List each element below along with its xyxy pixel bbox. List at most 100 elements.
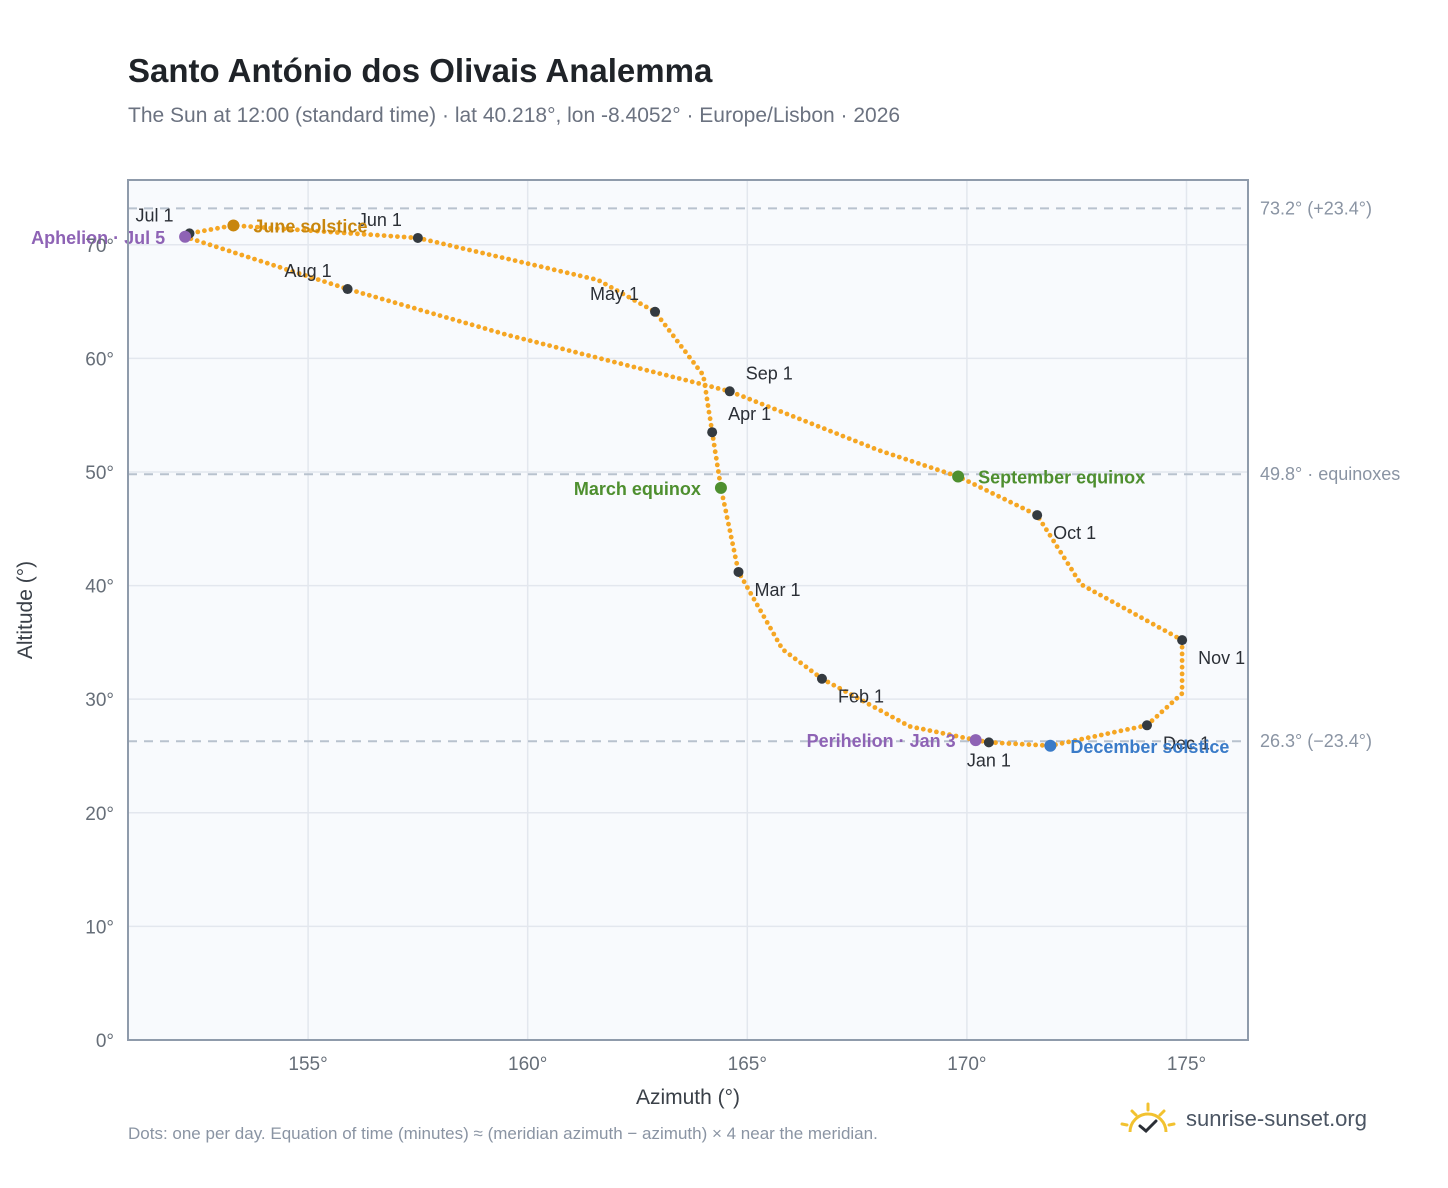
month-marker [816,673,827,684]
daily-sun-dot [1072,572,1078,578]
daily-sun-dot [252,256,257,262]
daily-sun-dot [213,244,219,250]
daily-sun-dot [476,324,481,330]
daily-sun-dot [605,358,611,363]
daily-sun-dot [701,376,707,382]
daily-sun-dot [248,224,254,230]
daily-sun-dot [745,585,750,590]
event-marker [969,734,982,747]
daily-sun-dot [771,631,777,637]
daily-sun-dot [1066,739,1071,745]
month-marker [412,232,423,243]
daily-sun-dot [935,467,940,473]
daily-sun-dot [564,270,570,276]
daily-sun-dot [467,247,472,253]
month-marker [983,737,994,748]
y-tick-label: 30° [85,690,114,711]
daily-sun-dot [603,281,608,287]
daily-sun-dot [348,231,354,236]
daily-sun-dot [1133,612,1138,617]
daily-sun-dot [1162,628,1168,633]
daily-sun-dot [625,363,630,368]
daily-sun-dot [708,422,714,428]
daily-sun-dot [441,241,446,247]
daily-sun-dot [1125,727,1130,732]
daily-sun-dot [512,258,518,263]
daily-sun-dot [831,682,837,688]
daily-sun-dot [782,648,787,654]
daily-sun-dot [840,433,846,439]
daily-sun-dot [691,360,696,365]
daily-sun-dot [239,252,245,258]
daily-sun-dot [643,304,649,310]
daily-sun-dot [551,267,557,273]
footnote: Dots: one per day. Equation of time (min… [128,1124,878,1143]
daily-sun-dot [947,732,952,738]
daily-sun-dot [226,248,232,254]
daily-sun-dot [399,302,404,307]
daily-sun-dot [444,315,449,320]
daily-sun-dot [1131,725,1137,731]
daily-sun-dot [315,277,321,282]
brand-text: sunrise-sunset.org [1186,1106,1367,1131]
daily-sun-dot [896,454,902,460]
y-tick-label: 0° [96,1031,114,1052]
daily-sun-dot [1150,621,1156,627]
daily-sun-dot [506,256,511,262]
daily-sun-dot [519,259,524,265]
daily-sun-dot [896,717,901,723]
daily-sun-dot [618,361,624,367]
daily-sun-dot [825,679,831,685]
daily-sun-dot [527,338,533,344]
daily-sun-dot [341,230,347,236]
event-marker [179,230,192,243]
y-tick-label: 40° [85,577,114,598]
daily-sun-dot [674,338,680,344]
daily-sun-dot [803,418,808,424]
daily-sun-dot [724,515,730,520]
daily-sun-dot [463,320,469,326]
daily-sun-dot [1098,732,1104,738]
daily-sun-dot [872,705,878,710]
daily-sun-dot [821,426,827,432]
daily-sun-dot [860,698,866,704]
month-label: Oct 1 [1053,523,1096,543]
brand-logo[interactable]: sunrise-sunset.org [1120,1102,1367,1136]
month-label: Dec 1 [1163,733,1210,753]
daily-sun-dot [657,371,663,376]
daily-sun-dot [428,238,433,244]
daily-sun-dot [571,271,577,277]
daily-sun-dot [355,231,360,237]
daily-sun-dot [759,401,765,407]
daily-sun-dot [1118,728,1124,734]
daily-sun-dot [538,264,544,270]
daily-sun-dot [450,316,456,322]
daily-sun-dot [1138,724,1143,730]
daily-sun-dot [1103,595,1109,601]
daily-sun-dot [1033,742,1038,748]
daily-sun-dot [695,365,700,371]
daily-sun-dot [220,246,226,252]
event-label: March equinox [574,479,701,499]
daily-sun-dot [577,273,583,279]
daily-sun-dot [586,353,591,358]
daily-sun-dot [296,271,302,276]
daily-sun-dot [233,250,238,256]
daily-sun-dot [631,364,637,370]
month-label: Mar 1 [755,580,801,600]
daily-sun-dot [772,406,777,412]
daily-sun-dot [1002,496,1007,502]
y-tick-label: 20° [85,804,114,825]
daily-sun-dot [408,235,414,240]
daily-sun-dot [972,482,977,487]
daily-sun-dot [493,253,498,259]
daily-sun-dot [373,294,379,300]
daily-sun-dot [301,227,307,233]
daily-sun-dot [1014,502,1019,508]
daily-sun-dot [431,311,436,317]
daily-sun-dot [456,318,462,324]
daily-sun-dot [784,411,790,417]
daily-sun-dot [727,528,733,533]
daily-sun-dot [730,541,735,547]
daily-sun-dot [712,449,718,455]
